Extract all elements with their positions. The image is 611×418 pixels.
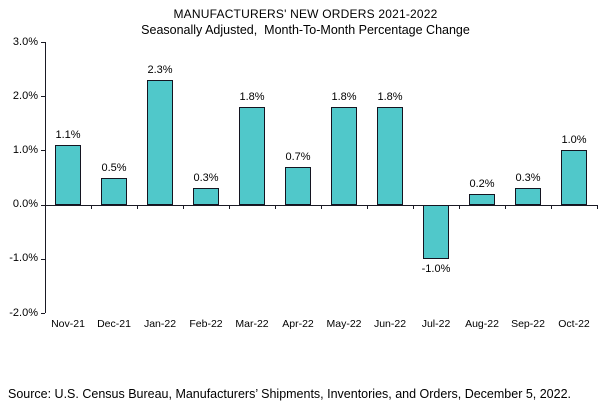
x-tick-label: May-22 <box>326 318 362 330</box>
bar-value-label: 1.8% <box>239 91 265 104</box>
bar <box>193 188 219 205</box>
y-tick-mark <box>41 150 45 152</box>
x-tick-label: Oct-22 <box>558 318 590 330</box>
bar-value-label: 0.7% <box>285 150 311 163</box>
x-tick-mark <box>91 204 92 209</box>
x-tick-label: Jul-22 <box>421 318 451 330</box>
bar-value-label: 1.8% <box>331 91 357 104</box>
chart-subtitle: Seasonally Adjusted, Month-To-Month Perc… <box>141 23 470 37</box>
bar-value-label: 0.3% <box>515 172 541 185</box>
bar <box>515 188 541 205</box>
y-tick-mark <box>41 258 45 260</box>
x-tick-mark <box>183 204 184 209</box>
y-tick-label: -2.0% <box>9 306 38 319</box>
bar <box>55 144 81 205</box>
x-tick-mark <box>597 204 598 209</box>
bar <box>423 204 449 259</box>
x-tick-label: Apr-22 <box>282 318 314 330</box>
y-tick-mark <box>41 313 45 314</box>
y-tick-mark <box>41 96 45 98</box>
y-tick-label: 2.0% <box>12 89 38 102</box>
x-tick-label: Aug-22 <box>465 318 499 330</box>
x-tick-mark <box>459 204 460 209</box>
bar <box>469 193 495 205</box>
y-tick-mark <box>41 204 45 206</box>
bar-value-label: 0.3% <box>193 172 219 185</box>
bar-value-label: 1.0% <box>561 134 587 147</box>
y-axis-line <box>45 42 46 313</box>
y-tick-mark <box>41 42 45 43</box>
chart-title: MANUFACTURERS' NEW ORDERS 2021-2022 <box>173 7 438 21</box>
y-tick-label: 0.0% <box>12 198 38 211</box>
y-tick-label: -1.0% <box>9 252 38 265</box>
x-tick-label: Nov-21 <box>51 318 85 330</box>
x-tick-label: Feb-22 <box>189 318 223 330</box>
bar <box>285 166 311 205</box>
x-tick-mark <box>321 204 322 209</box>
bar-value-label: 2.3% <box>147 63 173 76</box>
x-tick-mark <box>505 204 506 209</box>
x-tick-label: Dec-21 <box>97 318 131 330</box>
x-tick-label: Jun-22 <box>373 318 407 330</box>
source-note: Source: U.S. Census Bureau, Manufacturer… <box>8 387 572 401</box>
bar-value-label: 1.1% <box>55 128 81 141</box>
x-tick-label: Jan-22 <box>143 318 177 330</box>
bar <box>147 79 173 205</box>
x-tick-mark <box>229 204 230 209</box>
x-tick-mark <box>275 204 276 209</box>
bar <box>101 177 127 205</box>
x-tick-label: Sep-22 <box>511 318 545 330</box>
x-tick-mark <box>413 204 414 209</box>
x-tick-mark <box>551 204 552 209</box>
x-tick-label: Mar-22 <box>235 318 269 330</box>
bar-value-label: 1.8% <box>377 91 403 104</box>
bar <box>377 107 403 205</box>
bar-value-label: 0.2% <box>469 177 495 190</box>
bar <box>239 107 265 205</box>
bar-value-label: 0.5% <box>101 161 127 174</box>
y-tick-label: 3.0% <box>12 35 38 48</box>
x-tick-mark <box>367 204 368 209</box>
bar-value-label: -1.0% <box>421 262 451 275</box>
bar <box>331 107 357 205</box>
x-tick-mark <box>137 204 138 209</box>
y-tick-label: 1.0% <box>12 143 38 156</box>
bar <box>561 150 587 205</box>
